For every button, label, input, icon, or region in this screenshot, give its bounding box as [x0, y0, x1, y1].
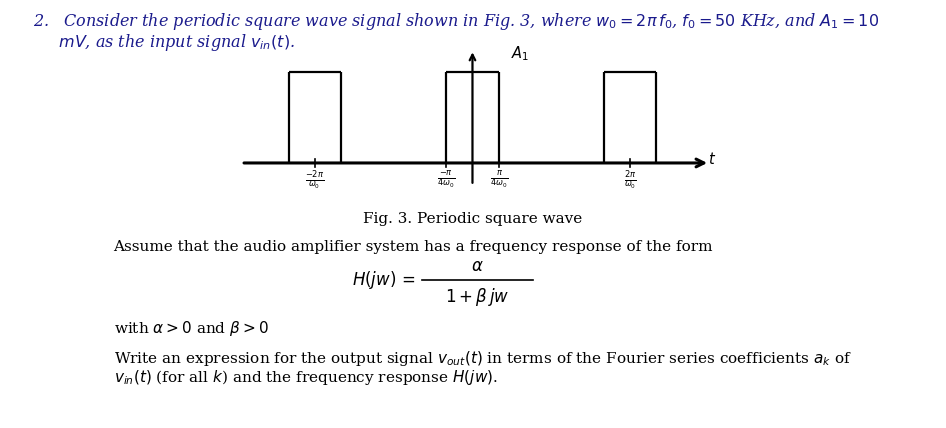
Text: $mV$, as the input signal $v_{in}(t)$.: $mV$, as the input signal $v_{in}(t)$. [33, 32, 295, 53]
Text: $A_1$: $A_1$ [512, 45, 530, 63]
Text: $H(jw)\, =\, $: $H(jw)\, =\, $ [353, 269, 416, 291]
Text: $\frac{-2\pi}{\omega_0}$: $\frac{-2\pi}{\omega_0}$ [306, 169, 324, 191]
Text: $\frac{\pi}{4\omega_0}$: $\frac{\pi}{4\omega_0}$ [490, 169, 508, 190]
Text: Assume that the audio amplifier system has a frequency response of the form: Assume that the audio amplifier system h… [114, 240, 713, 254]
Text: Write an expression for the output signal $v_{out}(t)$ in terms of the Fourier s: Write an expression for the output signa… [114, 349, 851, 368]
Text: with $\alpha > 0$ and $\beta > 0$: with $\alpha > 0$ and $\beta > 0$ [114, 319, 268, 338]
Text: $\frac{-\pi}{4\omega_0}$: $\frac{-\pi}{4\omega_0}$ [437, 169, 455, 190]
Text: $1 + \beta\, jw$: $1 + \beta\, jw$ [446, 286, 510, 308]
Text: $v_{in}(t)$ (for all $k$) and the frequency response $H(jw)$.: $v_{in}(t)$ (for all $k$) and the freque… [114, 368, 498, 387]
Text: Fig. 3. Periodic square wave: Fig. 3. Periodic square wave [363, 212, 583, 226]
Text: $\frac{2\pi}{\omega_0}$: $\frac{2\pi}{\omega_0}$ [623, 169, 637, 191]
Text: $\alpha$: $\alpha$ [471, 258, 484, 275]
Text: $t$: $t$ [708, 152, 716, 167]
Text: 2.   Consider the periodic square wave signal shown in Fig. 3, where $w_0{=}2\pi: 2. Consider the periodic square wave sig… [33, 11, 879, 32]
